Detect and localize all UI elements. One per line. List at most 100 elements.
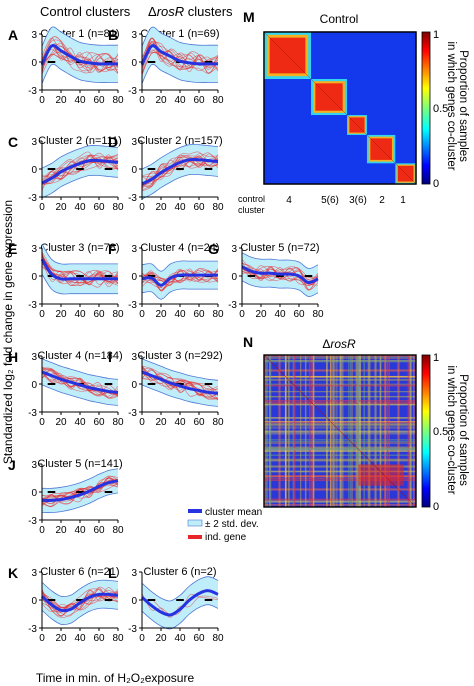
x-tick-label: 40 [174, 95, 186, 106]
y-tick-label: 0 [131, 272, 137, 283]
y-tick-label: 0 [131, 596, 137, 607]
x-tick-label: 80 [112, 309, 124, 320]
gene-line [41, 37, 119, 72]
cluster-mean-line [41, 370, 119, 394]
x-tick-label: 80 [112, 633, 124, 644]
gene-line [41, 157, 119, 183]
header-rosr-italic: rosR [157, 4, 184, 19]
heatmap-n-row-stripe [264, 360, 416, 363]
x-tick-label: 20 [255, 309, 267, 320]
x-tick-label: 60 [93, 633, 105, 644]
std-band-lower-edge [141, 604, 219, 630]
y-tick-label: -3 [128, 300, 137, 311]
x-tick-label: 20 [155, 633, 167, 644]
colorbar-m-tick-1: 1 [433, 29, 439, 41]
panel-n-title-italic: rosR [330, 337, 356, 351]
x-tick-label: 40 [74, 202, 86, 213]
gene-line [41, 39, 119, 71]
heatmap-m-offblock [395, 79, 416, 116]
x-tick-label: 60 [93, 309, 105, 320]
heatmap-n-red-block [358, 464, 404, 486]
panel-letter-m: M [243, 9, 255, 25]
legend-mean-label: cluster mean [205, 507, 262, 518]
panel-letter-b: B [108, 27, 118, 43]
heatmap-m-frame [263, 31, 417, 185]
gene-line [141, 41, 219, 72]
panel-title: Cluster 2 (n=157) [137, 135, 222, 147]
heatmap-n-row-stripe [264, 395, 416, 398]
heatmap-n-col-stripe [356, 355, 359, 507]
header-control-clusters: Control clusters [40, 4, 131, 19]
x-tick-label: 0 [39, 417, 45, 428]
x-tick-label: 80 [212, 633, 224, 644]
y-tick-label: 0 [131, 58, 137, 69]
panel-letter-e: E [8, 241, 17, 257]
std-band-lower-edge [41, 273, 118, 295]
x-tick-label: 80 [212, 417, 224, 428]
heatmap-m-offblock [347, 134, 367, 164]
cluster-label-3-6: 3(6) [349, 195, 367, 206]
std-band-lower-edge [241, 280, 319, 297]
y-tick-label: 0 [31, 272, 37, 283]
header-rosr-clusters: ΔrosR clusters [148, 4, 233, 19]
heatmap-m-offblock [264, 115, 312, 135]
x-tick-label: 40 [74, 95, 86, 106]
y-tick-label: 3 [31, 244, 37, 255]
std-band-lower-edge [141, 173, 219, 200]
x-tick-label: 0 [139, 309, 145, 320]
gene-line [41, 590, 119, 617]
heatmap-n-row-stripe [264, 425, 416, 427]
heatmap-n-col-stripe [332, 355, 334, 507]
y-tick-label: 0 [31, 596, 37, 607]
heatmap-m-offblock [395, 115, 416, 135]
x-tick-label: 0 [139, 633, 145, 644]
heatmap-n-row-stripe [264, 498, 416, 501]
y-tick-label: -3 [128, 624, 137, 635]
x-tick-label: 60 [193, 633, 205, 644]
header-rosr-prefix: Δ [148, 4, 157, 19]
heatmap-m-offblock [347, 32, 367, 80]
heatmap-n-row-stripe [264, 478, 416, 480]
panel-n-title: ΔrosR [322, 337, 356, 351]
gene-line [141, 593, 219, 616]
x-tick-label: 40 [74, 525, 86, 536]
std-band-upper-edge [41, 26, 118, 47]
heatmap-m-diagonal [263, 31, 417, 185]
x-tick-label: 0 [39, 202, 45, 213]
panel-title: Cluster 5 (n=141) [37, 458, 122, 470]
panel-title: Cluster 6 (n=2) [143, 566, 216, 578]
y-tick-label: 3 [31, 30, 37, 41]
panel-letter-c: C [8, 134, 18, 150]
panel-letter-j: J [8, 457, 16, 473]
heatmap-n-row-stripe [264, 430, 416, 433]
x-tick-label: 60 [193, 95, 205, 106]
heatmap-n-row-stripe [264, 399, 416, 402]
legend-band-swatch [187, 519, 203, 527]
y-tick-label: 3 [31, 568, 37, 579]
cluster-mean-line [40, 258, 118, 281]
panel-title: Cluster 6 (n=21) [40, 566, 119, 578]
std-band-upper-edge [41, 244, 118, 265]
gene-line [141, 595, 219, 618]
std-band-lower-edge [41, 63, 118, 84]
gene-line [41, 36, 119, 71]
y-tick-label: -3 [228, 300, 237, 311]
x-tick-label: 80 [212, 309, 224, 320]
y-tick-label: -3 [28, 516, 37, 527]
heatmap-n-row-stripe [264, 423, 416, 425]
x-tick-label: 20 [55, 633, 67, 644]
heatmap-m-offblock [366, 115, 396, 135]
x-tick-label: 20 [55, 202, 67, 213]
heatmap-n-col-stripe [288, 355, 290, 507]
heatmap-n-col-stripe [269, 355, 272, 507]
colorbar-n [421, 354, 431, 508]
x-tick-label: 0 [139, 202, 145, 213]
std-band [142, 576, 218, 629]
x-tick-label: 20 [55, 309, 67, 320]
y-tick-label: 0 [31, 380, 37, 391]
heatmap-m-offblock [311, 32, 348, 80]
